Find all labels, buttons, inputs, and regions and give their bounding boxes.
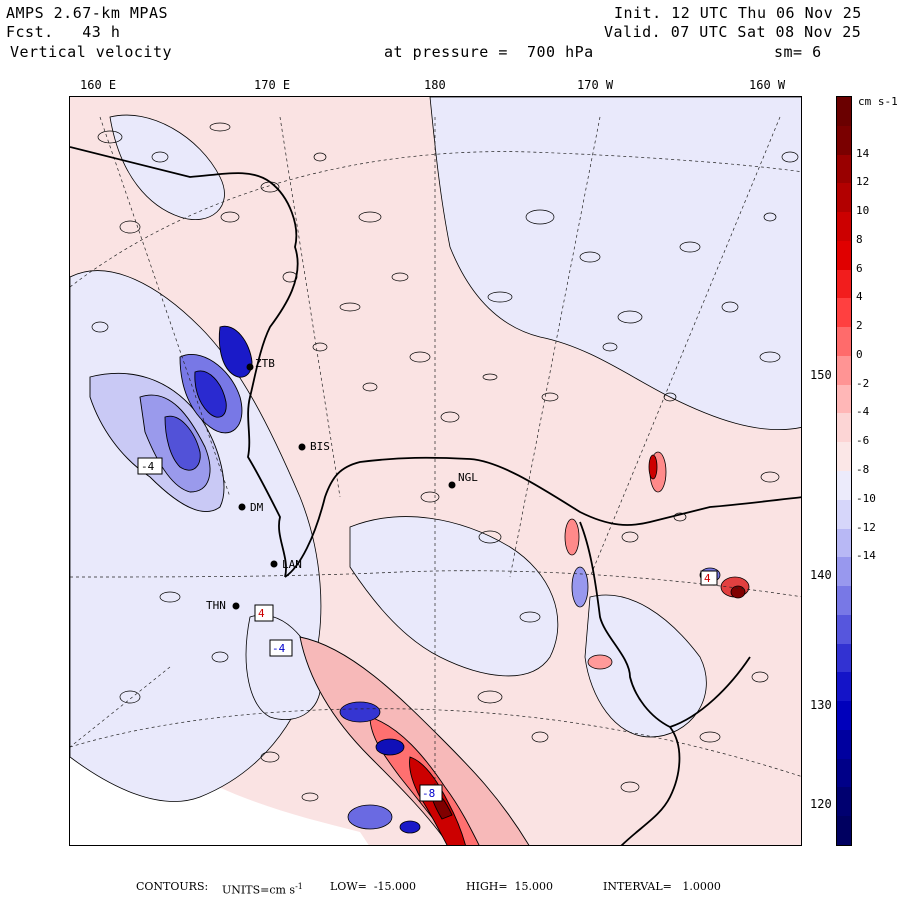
colorbar-tick-label: -2	[856, 376, 870, 390]
colorbar-tick-label: -10	[856, 491, 876, 505]
valid-time: Valid. 07 UTC Sat 08 Nov 25	[604, 23, 862, 41]
colorbar-swatch	[837, 125, 851, 156]
forecast-hour: Fcst. 43 h	[6, 23, 121, 41]
extremum-3: 4	[700, 570, 718, 586]
footer-low: LOW= -15.000	[330, 880, 417, 893]
colorbar-swatch	[837, 557, 851, 587]
station-dm-label: DM	[250, 501, 264, 514]
colorbar-swatch	[837, 586, 851, 616]
colorbar-swatch	[837, 643, 851, 673]
stations: ZTB BIS NGL DM LAN THN	[206, 357, 478, 612]
colorbar-tick-label: -14	[856, 549, 876, 563]
colorbar-swatch	[837, 701, 851, 731]
extremum-2: 4	[254, 604, 274, 622]
station-ngl: NGL	[448, 471, 478, 489]
extremum-5-value: -8	[422, 787, 435, 800]
colorbar-swatch	[837, 672, 851, 702]
colorbar-swatch	[837, 269, 851, 299]
colorbar-swatch	[837, 816, 851, 846]
station-lan-label: LAN	[282, 558, 302, 571]
station-lan: LAN	[270, 558, 302, 571]
colorbar-swatch	[837, 413, 851, 443]
colorbar-swatch	[837, 787, 851, 817]
colorbar-swatch	[837, 442, 851, 472]
station-bis: BIS	[298, 440, 330, 453]
vertical-velocity-map: ZTB BIS NGL DM LAN THN -4 4 4 -4 -8	[69, 96, 802, 846]
footer-interval: INTERVAL= 1.0000	[603, 880, 721, 893]
colorbar-swatch	[837, 97, 851, 127]
colorbar-tick-label: -8	[856, 463, 870, 476]
station-thn: THN	[206, 599, 240, 612]
colorbar-tick-label: -4	[856, 405, 870, 419]
colorbar-swatch	[837, 758, 851, 788]
extremum-5: -8	[419, 784, 443, 802]
lon-label-160e: 160 E	[80, 78, 117, 92]
colorbar-swatch	[837, 614, 851, 645]
outside-domain	[70, 657, 369, 845]
colorbar-tick-label: 0	[856, 347, 863, 361]
scattered-contours	[91, 122, 799, 802]
station-thn-label: THN	[206, 599, 226, 612]
footer-units: UNITS=cm s-1	[222, 880, 303, 898]
extremum-1-value: -4	[141, 460, 155, 473]
colorbar-tick-label: 8	[856, 232, 863, 246]
pressure-level: at pressure = 700 hPa	[384, 43, 594, 61]
extremum-1: -4	[137, 457, 163, 475]
colorbar-swatch	[837, 355, 851, 386]
footer-contours: CONTOURS:	[136, 880, 209, 893]
colorbar-tick-label: 12	[856, 175, 870, 189]
colorbar-swatch	[837, 212, 851, 242]
colorbar-swatch	[837, 327, 851, 357]
station-dm: DM	[238, 501, 264, 514]
colorbar-tick-label: -12	[856, 520, 876, 534]
extremum-2-value: 4	[258, 607, 265, 620]
extrema-markers: -4 4 4 -4 -8	[137, 457, 718, 802]
station-bis-label: BIS	[310, 440, 330, 453]
footer-high: HIGH= 15.000	[466, 880, 554, 893]
smoothing: sm= 6	[774, 43, 822, 61]
coastal-negative-spots	[339, 701, 421, 834]
colorbar-swatch	[837, 384, 851, 414]
graticule	[70, 116, 801, 797]
model-title: AMPS 2.67-km MPAS	[6, 4, 169, 22]
colorbar-swatch	[837, 240, 851, 271]
colorbar-tick-label: 4	[856, 290, 863, 304]
colorbar-tick-label: 2	[856, 319, 863, 333]
lon-label-180: 180	[424, 78, 446, 92]
colorbar-swatch	[837, 471, 851, 501]
lon-label-160w: 160 W	[749, 78, 786, 92]
colorbar-swatch	[837, 729, 851, 760]
footer-units-exp: -1	[295, 882, 303, 891]
colorbar-swatch	[837, 528, 851, 558]
extremum-4-value: -4	[272, 642, 286, 655]
strong-negative-lobe	[89, 325, 253, 513]
lon-label-170e: 170 E	[254, 78, 291, 92]
footer-units-text: UNITS=cm s	[222, 883, 296, 897]
colorbar-swatch	[837, 298, 851, 328]
colorbar-tick-label: 14	[856, 146, 870, 160]
colorbar-swatch	[837, 183, 851, 213]
colorbar-units: cm s-1	[858, 95, 898, 108]
extremum-3-value: 4	[704, 572, 711, 585]
colorbar-tick-label: 6	[856, 261, 863, 275]
map-svg: ZTB BIS NGL DM LAN THN -4 4 4 -4 -8	[70, 97, 801, 845]
lon-label-170w: 170 W	[577, 78, 614, 92]
field-name: Vertical velocity	[10, 43, 173, 61]
station-ztb: ZTB	[246, 357, 275, 371]
init-time: Init. 12 UTC Thu 06 Nov 25	[614, 4, 862, 22]
coastline	[70, 146, 801, 845]
colorbar	[836, 96, 852, 846]
colorbar-swatch	[837, 499, 851, 530]
colorbar-swatch	[837, 154, 851, 184]
station-ngl-label: NGL	[458, 471, 478, 484]
colorbar-tick-label: -6	[856, 434, 870, 448]
colorbar-tick-label: 10	[856, 204, 870, 218]
extremum-4: -4	[269, 639, 293, 657]
station-ztb-label: ZTB	[255, 357, 275, 370]
